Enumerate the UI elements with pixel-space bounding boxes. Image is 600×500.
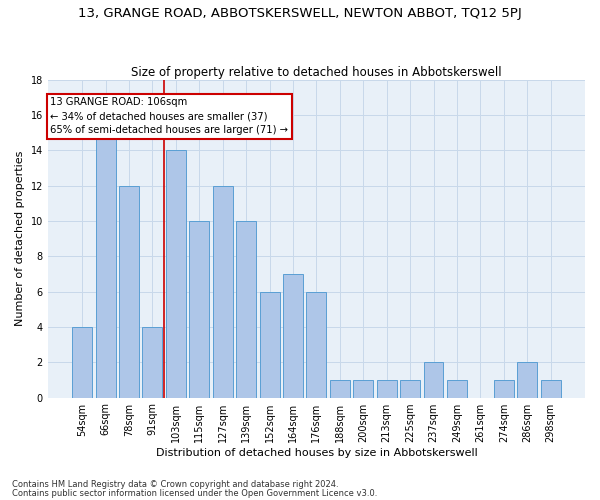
Bar bbox=[190, 221, 209, 398]
Bar bbox=[283, 274, 303, 398]
Bar bbox=[447, 380, 467, 398]
Bar bbox=[400, 380, 420, 398]
Bar bbox=[330, 380, 350, 398]
Y-axis label: Number of detached properties: Number of detached properties bbox=[15, 151, 25, 326]
Bar bbox=[95, 132, 116, 398]
Bar bbox=[424, 362, 443, 398]
Text: 13 GRANGE ROAD: 106sqm
← 34% of detached houses are smaller (37)
65% of semi-det: 13 GRANGE ROAD: 106sqm ← 34% of detached… bbox=[50, 97, 289, 135]
Bar bbox=[72, 327, 92, 398]
Text: 13, GRANGE ROAD, ABBOTSKERSWELL, NEWTON ABBOT, TQ12 5PJ: 13, GRANGE ROAD, ABBOTSKERSWELL, NEWTON … bbox=[78, 8, 522, 20]
Bar bbox=[517, 362, 537, 398]
Bar bbox=[541, 380, 560, 398]
Bar bbox=[213, 186, 233, 398]
Text: Contains HM Land Registry data © Crown copyright and database right 2024.: Contains HM Land Registry data © Crown c… bbox=[12, 480, 338, 489]
Title: Size of property relative to detached houses in Abbotskerswell: Size of property relative to detached ho… bbox=[131, 66, 502, 78]
Bar bbox=[166, 150, 186, 398]
Bar bbox=[236, 221, 256, 398]
Bar bbox=[119, 186, 139, 398]
Text: Contains public sector information licensed under the Open Government Licence v3: Contains public sector information licen… bbox=[12, 489, 377, 498]
Bar bbox=[260, 292, 280, 398]
Bar bbox=[307, 292, 326, 398]
Bar bbox=[494, 380, 514, 398]
Bar bbox=[353, 380, 373, 398]
X-axis label: Distribution of detached houses by size in Abbotskerswell: Distribution of detached houses by size … bbox=[155, 448, 477, 458]
Bar bbox=[377, 380, 397, 398]
Bar bbox=[142, 327, 163, 398]
